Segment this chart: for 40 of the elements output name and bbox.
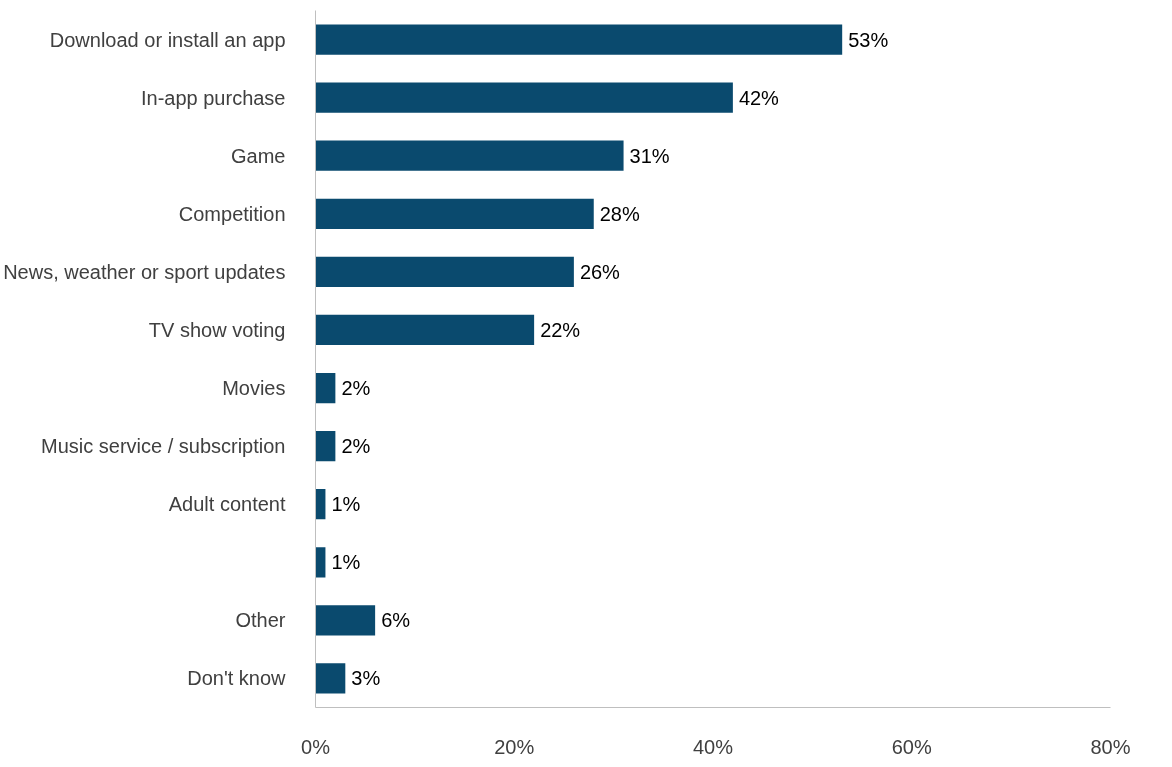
x-tick-label: 60% bbox=[891, 735, 932, 758]
y-tick-label: Don't know bbox=[187, 667, 287, 690]
data-label: 2% bbox=[341, 435, 371, 458]
bar bbox=[315, 372, 336, 404]
data-label: 6% bbox=[381, 609, 411, 632]
bar bbox=[315, 605, 376, 636]
data-label: 28% bbox=[599, 202, 640, 225]
x-tick-label: 40% bbox=[692, 735, 734, 758]
bar bbox=[315, 82, 733, 113]
data-label: 1% bbox=[331, 551, 361, 574]
data-label: 1% bbox=[331, 493, 361, 516]
x-tick-label: 0% bbox=[301, 735, 331, 758]
y-tick-label: In-app purchase bbox=[140, 86, 286, 109]
y-tick-label: Other bbox=[235, 609, 286, 632]
data-label: 42% bbox=[738, 86, 780, 109]
data-label: 53% bbox=[848, 28, 889, 51]
y-tick-label: News, weather or sport updates bbox=[3, 260, 286, 283]
bar bbox=[315, 256, 574, 287]
bar bbox=[315, 140, 624, 171]
y-tick-label: Music service / subscription bbox=[40, 435, 286, 458]
data-label: 31% bbox=[629, 144, 670, 167]
y-tick-label: Download or install an app bbox=[49, 28, 286, 51]
bar bbox=[315, 431, 336, 462]
data-label: 26% bbox=[579, 260, 621, 283]
bar bbox=[315, 489, 326, 520]
bar bbox=[315, 663, 346, 694]
bar bbox=[315, 547, 326, 578]
bar bbox=[315, 24, 843, 55]
bar bbox=[315, 198, 594, 229]
bar bbox=[315, 314, 535, 346]
y-tick-label: Game bbox=[231, 144, 286, 167]
y-tick-label: Movies bbox=[222, 377, 286, 400]
y-tick-label: TV show voting bbox=[148, 318, 286, 341]
data-label: 3% bbox=[351, 667, 381, 690]
y-tick-label: Competition bbox=[178, 202, 286, 225]
x-tick-label: 20% bbox=[494, 735, 535, 758]
data-label: 22% bbox=[540, 318, 581, 341]
data-label: 2% bbox=[341, 377, 371, 400]
x-tick-label: 80% bbox=[1090, 735, 1131, 758]
y-tick-label: Adult content bbox=[168, 493, 286, 516]
